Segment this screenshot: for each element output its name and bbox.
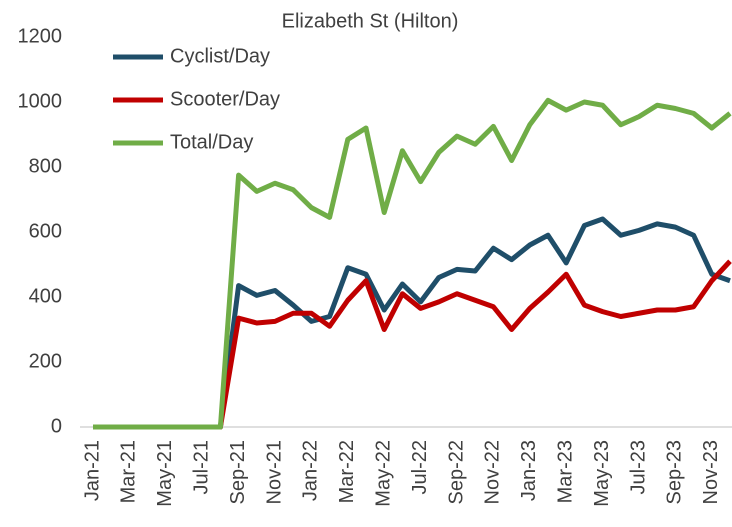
- x-tick-label: Jul-22: [409, 440, 431, 494]
- x-tick-label: May-23: [591, 440, 613, 507]
- x-tick-label: Nov-22: [482, 440, 504, 504]
- x-tick-label: Mar-22: [336, 440, 358, 503]
- legend-label: Scooter/Day: [170, 88, 280, 110]
- x-tick-label: May-21: [154, 440, 176, 507]
- x-tick-label: May-22: [372, 440, 394, 507]
- x-tick-label: Sep-23: [664, 440, 686, 505]
- x-tick-label: Jan-22: [300, 440, 322, 501]
- line-series: [93, 97, 732, 430]
- y-tick-label: 1000: [18, 90, 63, 112]
- y-tick-label: 200: [29, 350, 62, 372]
- x-tick-label: Jul-21: [190, 440, 212, 494]
- x-tick-label: Nov-23: [700, 440, 722, 504]
- x-tick-label: Jan-23: [518, 440, 540, 501]
- x-tick-label: Nov-21: [263, 440, 285, 504]
- legend-label: Cyclist/Day: [170, 45, 270, 67]
- line-series: [93, 216, 731, 430]
- x-tick-label: Mar-21: [118, 440, 140, 503]
- legend-label: Total/Day: [170, 131, 253, 153]
- y-tick-label: 800: [29, 155, 62, 177]
- y-tick-label: 600: [29, 220, 62, 242]
- y-tick-label: 1200: [18, 25, 63, 47]
- x-tick-label: Jan-21: [81, 440, 103, 501]
- x-tick-label: Jul-23: [627, 440, 649, 494]
- x-tick-label: Sep-22: [445, 440, 467, 505]
- y-tick-label: 0: [51, 415, 62, 437]
- chart-title: Elizabeth St (Hilton): [282, 10, 459, 32]
- line-series: [93, 259, 732, 430]
- x-tick-label: Sep-21: [227, 440, 249, 505]
- y-tick-label: 400: [29, 285, 62, 307]
- x-tick-label: Mar-23: [554, 440, 576, 503]
